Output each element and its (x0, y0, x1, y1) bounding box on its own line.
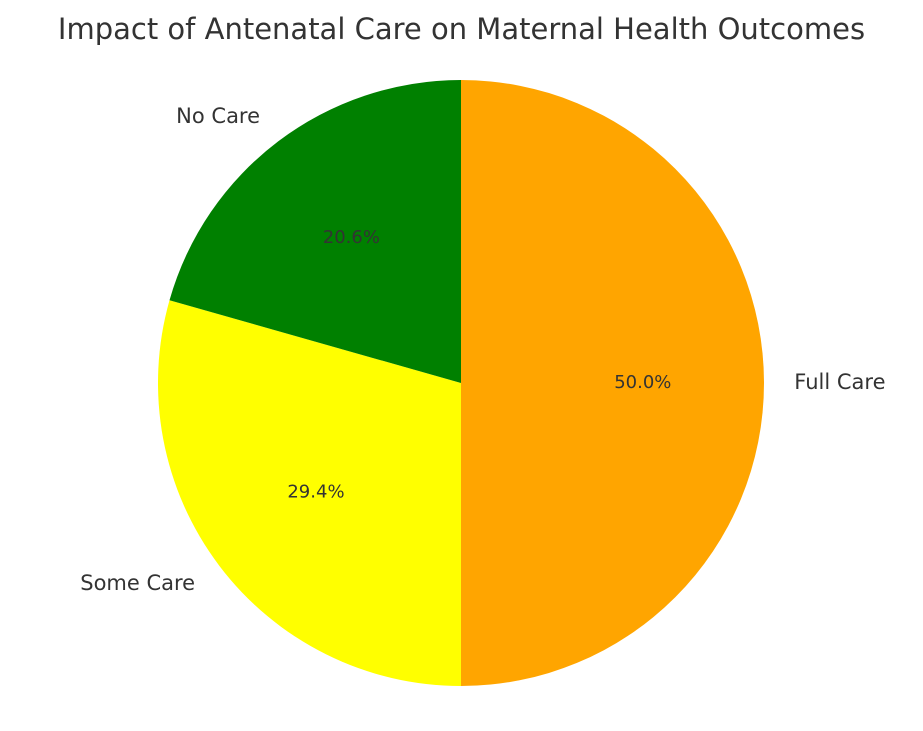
slice-label: No Care (176, 104, 260, 128)
slice-label: Some Care (80, 571, 195, 595)
slice-label: Full Care (794, 370, 885, 394)
chart-title: Impact of Antenatal Care on Maternal Hea… (57, 12, 866, 46)
slice-percent-label: 50.0% (614, 372, 671, 393)
slice-percent-label: 20.6% (323, 227, 380, 248)
slice-percent-label: 29.4% (287, 482, 344, 503)
pie-slice-some-care (158, 300, 462, 686)
pie-slice-no-care (169, 80, 461, 383)
pie-slice-full-care (461, 80, 764, 686)
